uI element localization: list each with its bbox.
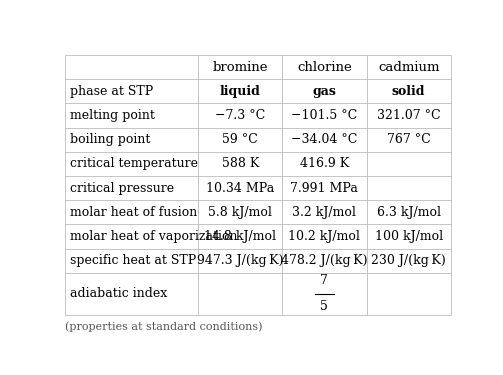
Text: 100 kJ/mol: 100 kJ/mol bbox=[375, 230, 443, 243]
Text: critical temperature: critical temperature bbox=[69, 158, 198, 170]
Text: 10.34 MPa: 10.34 MPa bbox=[206, 182, 274, 195]
Text: 6.3 kJ/mol: 6.3 kJ/mol bbox=[377, 206, 441, 219]
Text: 230 J/(kg K): 230 J/(kg K) bbox=[371, 254, 446, 267]
Text: specific heat at STP: specific heat at STP bbox=[69, 254, 196, 267]
Text: 321.07 °C: 321.07 °C bbox=[377, 109, 441, 122]
Text: critical pressure: critical pressure bbox=[69, 182, 174, 195]
Text: 3.2 kJ/mol: 3.2 kJ/mol bbox=[292, 206, 356, 219]
Text: phase at STP: phase at STP bbox=[69, 85, 153, 98]
Text: 588 K: 588 K bbox=[221, 158, 259, 170]
Text: 10.2 kJ/mol: 10.2 kJ/mol bbox=[289, 230, 360, 243]
Text: solid: solid bbox=[392, 85, 426, 98]
Text: 14.8 kJ/mol: 14.8 kJ/mol bbox=[204, 230, 276, 243]
Text: gas: gas bbox=[312, 85, 337, 98]
Text: chlorine: chlorine bbox=[297, 61, 352, 74]
Text: liquid: liquid bbox=[220, 85, 261, 98]
Text: 478.2 J/(kg K): 478.2 J/(kg K) bbox=[281, 254, 368, 267]
Text: bromine: bromine bbox=[212, 61, 268, 74]
Text: melting point: melting point bbox=[69, 109, 154, 122]
Text: −34.04 °C: −34.04 °C bbox=[291, 133, 358, 146]
Text: adiabatic index: adiabatic index bbox=[69, 287, 167, 300]
Text: (properties at standard conditions): (properties at standard conditions) bbox=[65, 321, 263, 332]
Text: 59 °C: 59 °C bbox=[222, 133, 258, 146]
Text: 7: 7 bbox=[320, 274, 328, 288]
Text: 416.9 K: 416.9 K bbox=[300, 158, 349, 170]
Text: −101.5 °C: −101.5 °C bbox=[291, 109, 358, 122]
Text: 7.991 MPa: 7.991 MPa bbox=[291, 182, 358, 195]
Text: 5: 5 bbox=[320, 300, 328, 313]
Text: boiling point: boiling point bbox=[69, 133, 150, 146]
Text: 5.8 kJ/mol: 5.8 kJ/mol bbox=[208, 206, 272, 219]
Text: cadmium: cadmium bbox=[378, 61, 440, 74]
Text: 947.3 J/(kg K): 947.3 J/(kg K) bbox=[197, 254, 284, 267]
Text: −7.3 °C: −7.3 °C bbox=[215, 109, 266, 122]
Text: molar heat of vaporization: molar heat of vaporization bbox=[69, 230, 237, 243]
Text: molar heat of fusion: molar heat of fusion bbox=[69, 206, 197, 219]
Text: 767 °C: 767 °C bbox=[387, 133, 431, 146]
